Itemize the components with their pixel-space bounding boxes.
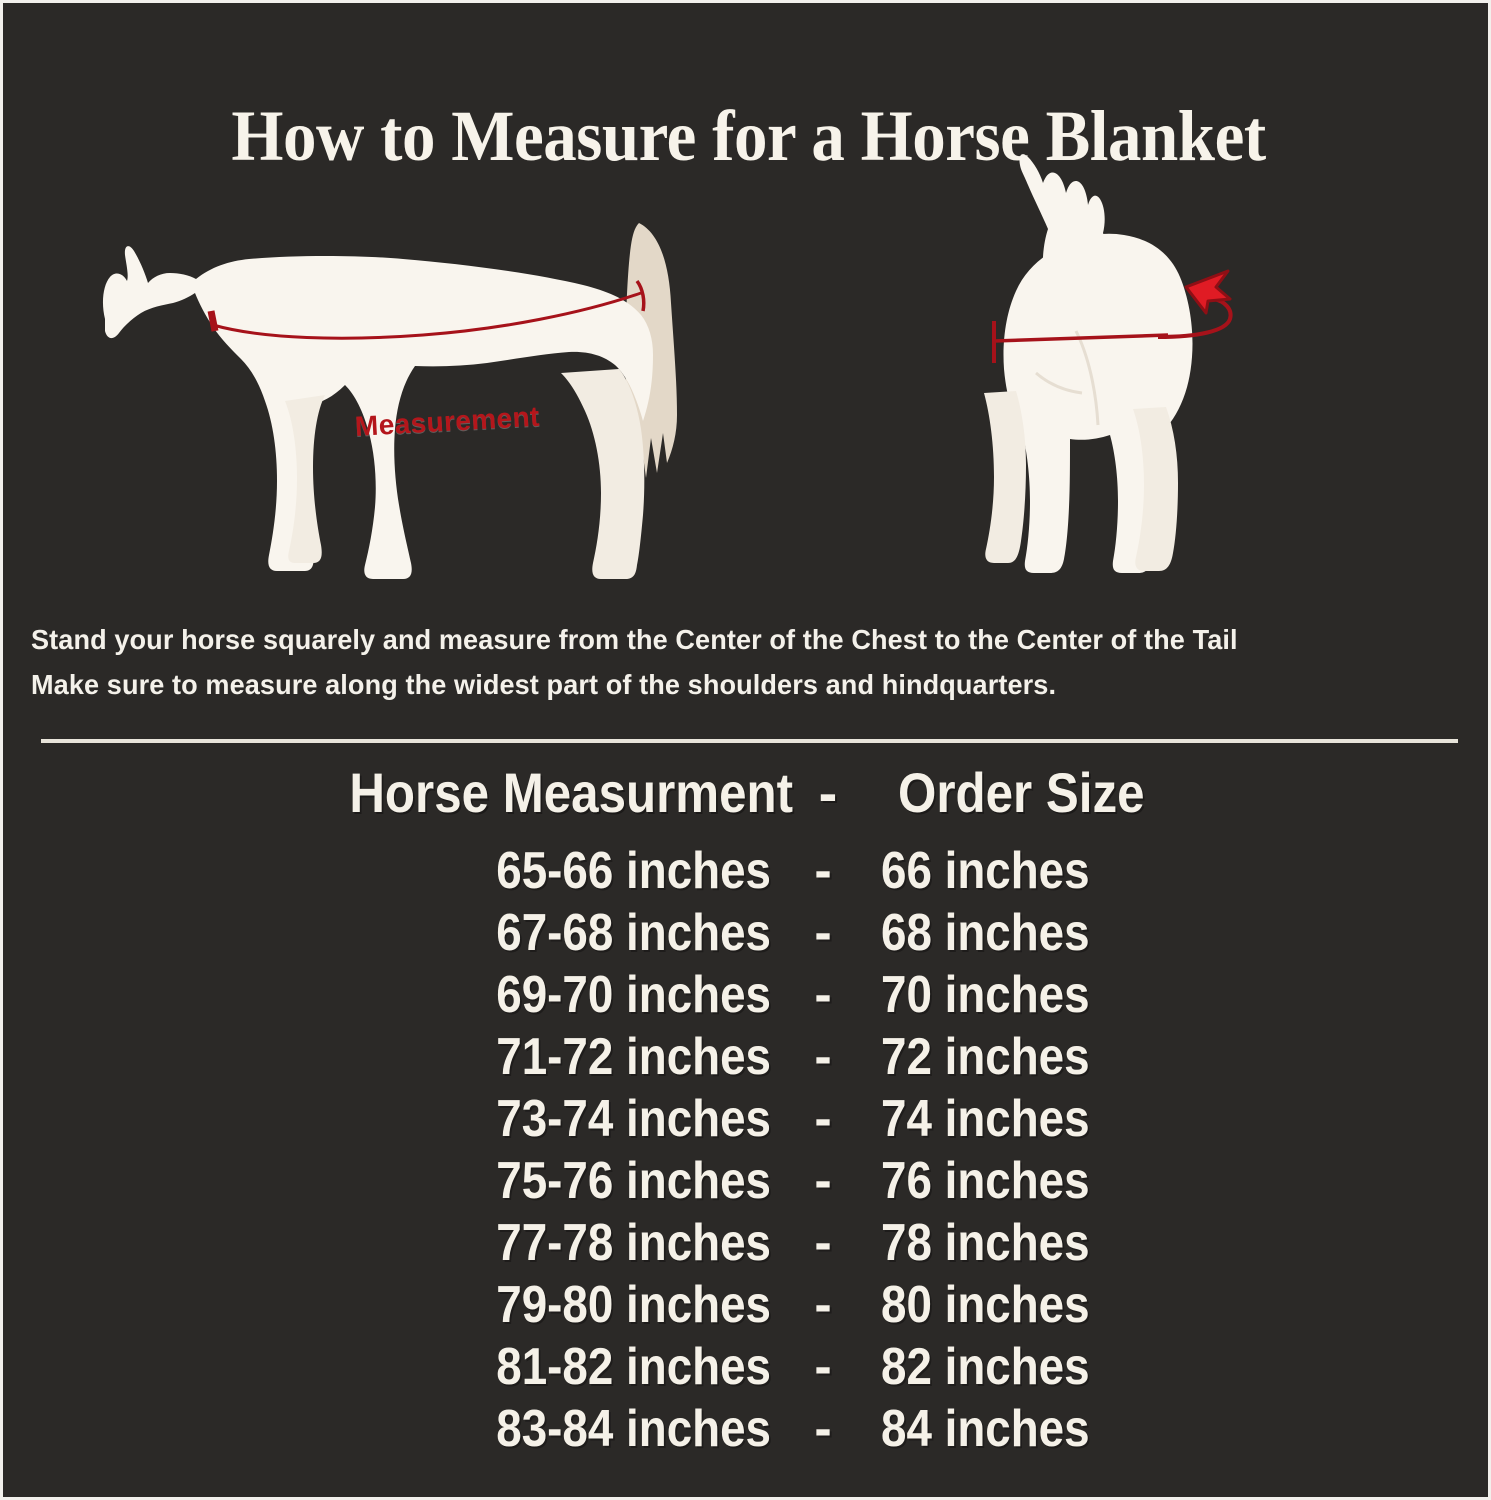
table-row: 83-84 inches - 84 inches bbox=[3, 1399, 1488, 1461]
table-row: 81-82 inches - 82 inches bbox=[3, 1337, 1488, 1399]
size-chart-table: Horse Measurment - Order Size 65-66 inch… bbox=[3, 761, 1488, 1461]
table-row: 75-76 inches - 76 inches bbox=[3, 1151, 1488, 1213]
cell-separator: - bbox=[814, 1090, 832, 1148]
horse-front-leg-far bbox=[285, 395, 325, 563]
instructions-line-2: Make sure to measure along the widest pa… bbox=[31, 669, 1057, 700]
table-row: 67-68 inches - 68 inches bbox=[3, 903, 1488, 965]
cell-order-size: 66 inches bbox=[881, 842, 1090, 900]
table-row: 73-74 inches - 74 inches bbox=[3, 1089, 1488, 1151]
table-row: 69-70 inches - 70 inches bbox=[3, 965, 1488, 1027]
horse-side-view-icon bbox=[102, 223, 677, 579]
horse-body-shape bbox=[102, 246, 654, 579]
cell-separator: - bbox=[814, 1214, 832, 1272]
table-header-row: Horse Measurment - Order Size bbox=[3, 761, 1488, 841]
instructions-line-1: Stand your horse squarely and measure fr… bbox=[31, 624, 1238, 655]
table-header-separator: - bbox=[818, 761, 838, 824]
table-row: 65-66 inches - 66 inches bbox=[3, 841, 1488, 903]
measurement-tail-marker bbox=[635, 279, 646, 312]
cell-separator: - bbox=[814, 1152, 832, 1210]
horse-rear-view-icon bbox=[984, 154, 1233, 573]
cell-measurement: 67-68 inches bbox=[496, 904, 771, 962]
measurement-band-line bbox=[212, 291, 642, 340]
table-header-order-size: Order Size bbox=[898, 761, 1145, 824]
horse-illustrations: Measurement bbox=[3, 133, 1488, 593]
cell-separator: - bbox=[814, 966, 832, 1024]
cell-measurement: 83-84 inches bbox=[496, 1400, 771, 1458]
horse-rear-leg-right bbox=[1133, 407, 1178, 571]
cell-separator: - bbox=[814, 842, 832, 900]
cell-measurement: 73-74 inches bbox=[496, 1090, 771, 1148]
cell-order-size: 70 inches bbox=[881, 966, 1090, 1024]
cell-separator: - bbox=[814, 1276, 832, 1334]
cell-order-size: 68 inches bbox=[881, 904, 1090, 962]
cell-order-size: 74 inches bbox=[881, 1090, 1090, 1148]
table-row: 77-78 inches - 78 inches bbox=[3, 1213, 1488, 1275]
measurement-rear-wrap-curve bbox=[1157, 297, 1233, 339]
cell-order-size: 72 inches bbox=[881, 1028, 1090, 1086]
cell-order-size: 76 inches bbox=[881, 1152, 1090, 1210]
measurement-rear-line bbox=[993, 333, 1169, 343]
cell-measurement: 69-70 inches bbox=[496, 966, 771, 1024]
cell-measurement: 81-82 inches bbox=[496, 1338, 771, 1396]
cell-measurement: 65-66 inches bbox=[496, 842, 771, 900]
table-header-measurement: Horse Measurment bbox=[349, 761, 793, 824]
cell-order-size: 84 inches bbox=[881, 1400, 1090, 1458]
page-title: How to Measure for a Horse Blanket bbox=[231, 96, 1266, 177]
cell-separator: - bbox=[814, 904, 832, 962]
cell-separator: - bbox=[814, 1338, 832, 1396]
cell-measurement: 79-80 inches bbox=[496, 1276, 771, 1334]
cell-measurement: 71-72 inches bbox=[496, 1028, 771, 1086]
cell-order-size: 80 inches bbox=[881, 1276, 1090, 1334]
cell-measurement: 77-78 inches bbox=[496, 1214, 771, 1272]
table-row: 71-72 inches - 72 inches bbox=[3, 1027, 1488, 1089]
cell-separator: - bbox=[814, 1028, 832, 1086]
horse-rear-leg-left bbox=[984, 391, 1026, 563]
cell-separator: - bbox=[814, 1400, 832, 1458]
section-divider bbox=[41, 739, 1458, 743]
cell-order-size: 78 inches bbox=[881, 1214, 1090, 1272]
cell-order-size: 82 inches bbox=[881, 1338, 1090, 1396]
table-row: 79-80 inches - 80 inches bbox=[3, 1275, 1488, 1337]
cell-measurement: 75-76 inches bbox=[496, 1152, 771, 1210]
horse-hind-leg-far bbox=[561, 369, 645, 579]
instructions-text: Stand your horse squarely and measure fr… bbox=[31, 617, 1440, 707]
measurement-rear-arrowhead bbox=[1184, 269, 1232, 315]
measurement-chest-marker bbox=[207, 310, 219, 332]
